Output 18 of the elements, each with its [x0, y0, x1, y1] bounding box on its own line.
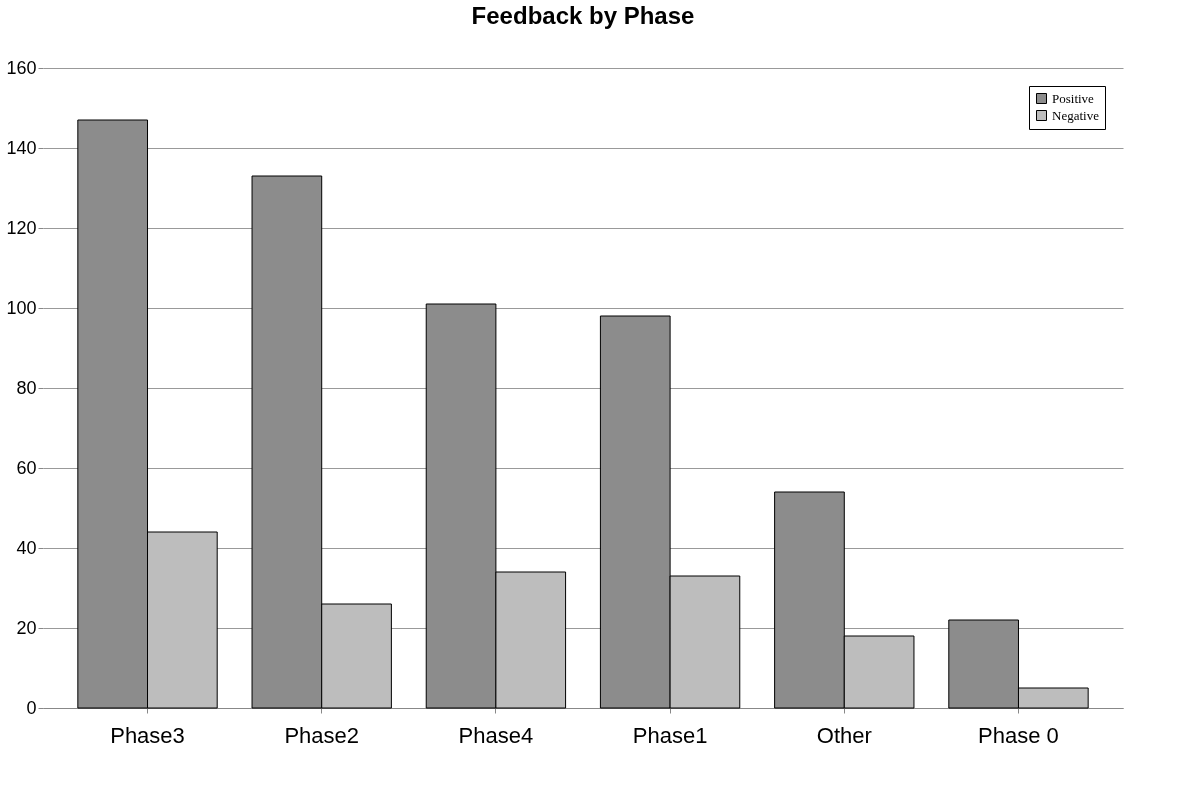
x-tick-label: Phase 0 [978, 722, 1059, 748]
chart-title: Feedback by Phase [471, 2, 695, 29]
x-tick-label: Other [816, 722, 872, 748]
y-tick-label: 20 [16, 617, 37, 638]
y-tick-label: 120 [6, 217, 37, 238]
y-tick-label: 160 [6, 57, 37, 78]
legend-label: Negative [1052, 107, 1100, 123]
y-tick-label: 40 [16, 537, 37, 558]
y-tick-label: 140 [6, 137, 37, 158]
y-tick-label: 0 [26, 697, 37, 718]
y-tick-label: 80 [16, 377, 37, 398]
y-tick-label: 60 [16, 457, 37, 478]
x-tick-label: Phase4 [458, 722, 534, 748]
y-tick-label: 100 [6, 297, 37, 318]
x-tick-label: Phase2 [284, 722, 360, 748]
legend-label: Positive [1052, 90, 1095, 106]
x-tick-label: Phase3 [110, 722, 185, 748]
x-tick-label: Phase1 [632, 722, 708, 748]
